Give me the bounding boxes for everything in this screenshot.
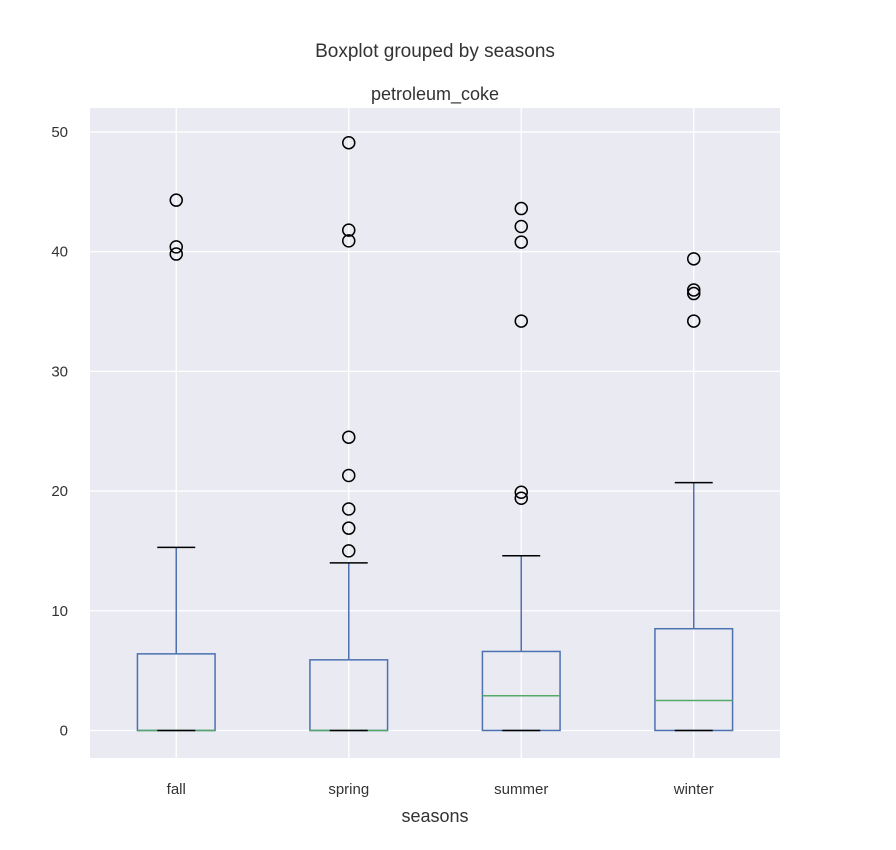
x-axis-ticks: fall spring summer winter xyxy=(167,781,714,798)
outlier-point xyxy=(514,219,528,234)
outlier-point xyxy=(687,314,701,328)
x-tick-label: spring xyxy=(328,781,369,798)
outlier-point xyxy=(169,240,183,254)
outlier-point xyxy=(687,252,701,266)
boxes xyxy=(136,135,734,732)
x-tick-label: summer xyxy=(494,781,548,798)
outlier-point xyxy=(342,544,356,558)
grid-lines xyxy=(90,108,780,758)
outlier-point xyxy=(514,314,528,328)
outlier-point xyxy=(342,521,356,535)
y-tick-label: 40 xyxy=(51,244,68,261)
x-tick-label: fall xyxy=(167,781,186,798)
chart-suptitle: Boxplot grouped by seasons xyxy=(315,41,555,62)
outlier-point xyxy=(342,234,356,248)
y-tick-label: 30 xyxy=(51,363,68,380)
outlier-point xyxy=(514,235,528,249)
outlier-point xyxy=(169,247,183,261)
y-tick-label: 10 xyxy=(51,603,68,620)
outlier-point xyxy=(514,491,528,505)
y-axis-ticks: 0 10 20 30 40 50 xyxy=(51,124,68,740)
outlier-point xyxy=(514,485,528,500)
x-tick-label: winter xyxy=(673,781,714,798)
plot-area xyxy=(90,108,780,758)
box-group-spring xyxy=(309,135,389,732)
chart-title: petroleum_coke xyxy=(371,84,499,105)
y-tick-label: 50 xyxy=(51,124,68,141)
box-group-fall xyxy=(136,193,216,732)
outlier-point xyxy=(514,201,528,216)
outlier-point xyxy=(342,502,356,516)
outlier-point xyxy=(687,283,701,297)
y-tick-label: 20 xyxy=(51,483,68,500)
outlier-point xyxy=(169,193,183,207)
x-axis-label: seasons xyxy=(401,806,468,826)
y-tick-label: 0 xyxy=(60,722,68,739)
outlier-point xyxy=(342,430,356,444)
box-group-winter xyxy=(654,252,734,732)
outlier-point xyxy=(342,223,356,237)
outlier-point xyxy=(342,468,356,483)
outlier-point xyxy=(342,135,356,150)
box-group-summer xyxy=(481,201,561,732)
outlier-point xyxy=(687,286,701,301)
